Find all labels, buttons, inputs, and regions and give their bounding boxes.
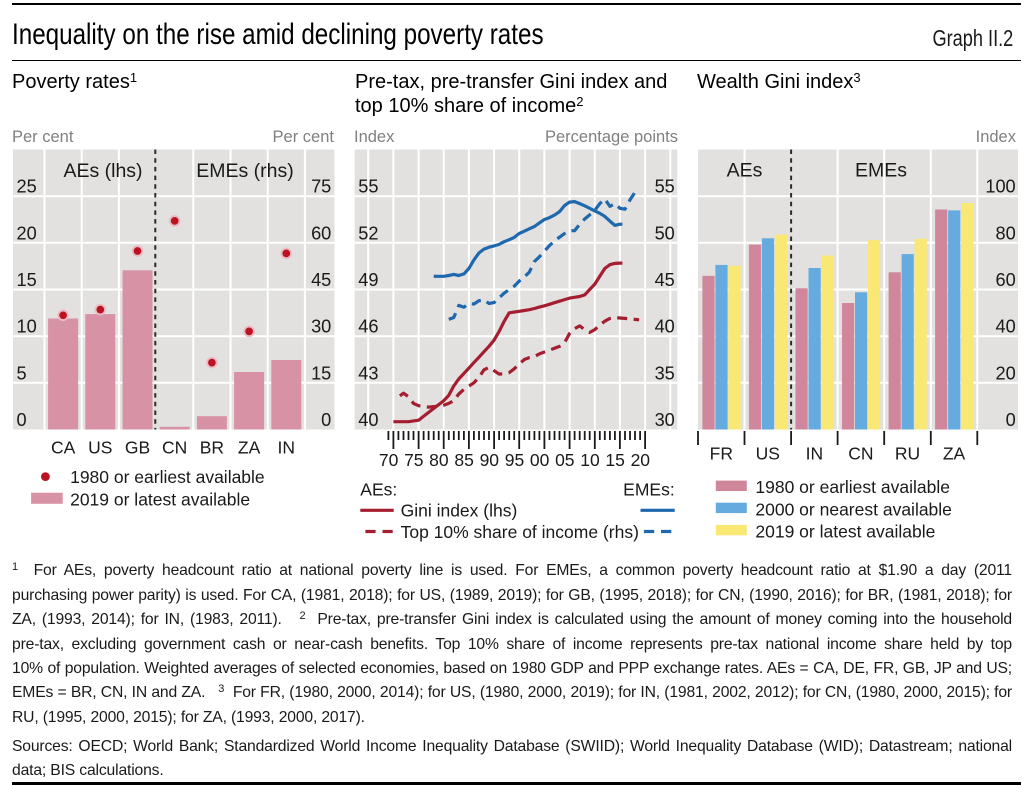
svg-text:IN: IN: [806, 444, 824, 464]
svg-text:GB: GB: [125, 438, 150, 458]
svg-text:US: US: [756, 444, 780, 464]
svg-text:75: 75: [404, 450, 423, 470]
svg-text:20: 20: [17, 223, 37, 243]
svg-text:40: 40: [995, 317, 1015, 337]
svg-text:40: 40: [655, 317, 675, 337]
svg-text:CN: CN: [162, 438, 187, 458]
svg-text:Gini index (lhs): Gini index (lhs): [401, 501, 518, 521]
svg-text:100: 100: [985, 177, 1015, 197]
svg-text:43: 43: [358, 363, 378, 383]
svg-text:0: 0: [1006, 410, 1016, 430]
svg-text:AEs:: AEs:: [360, 480, 397, 500]
svg-text:10: 10: [17, 317, 37, 337]
svg-text:15: 15: [605, 450, 624, 470]
svg-text:ZA: ZA: [238, 438, 261, 458]
svg-text:40: 40: [358, 410, 378, 430]
svg-text:2019 or latest available: 2019 or latest available: [755, 522, 935, 542]
svg-text:55: 55: [358, 177, 378, 197]
svg-text:60: 60: [311, 223, 331, 243]
svg-text:46: 46: [358, 317, 378, 337]
svg-text:2000 or nearest available: 2000 or nearest available: [755, 499, 952, 519]
svg-text:EMEs: EMEs: [855, 160, 907, 182]
svg-text:5: 5: [17, 363, 27, 383]
svg-text:49: 49: [358, 270, 378, 290]
svg-text:70: 70: [379, 450, 399, 470]
svg-text:20: 20: [631, 450, 651, 470]
svg-text:75: 75: [311, 177, 331, 197]
svg-text:52: 52: [358, 223, 378, 243]
svg-text:0: 0: [321, 410, 331, 430]
svg-text:45: 45: [311, 270, 331, 290]
svg-text:45: 45: [655, 270, 675, 290]
svg-text:85: 85: [454, 450, 473, 470]
svg-text:RU: RU: [895, 444, 920, 464]
svg-text:60: 60: [995, 270, 1015, 290]
svg-text:15: 15: [17, 270, 37, 290]
svg-text:30: 30: [311, 317, 331, 337]
svg-text:00: 00: [530, 450, 550, 470]
svg-text:AEs: AEs: [727, 160, 763, 182]
svg-text:EMEs (rhs): EMEs (rhs): [196, 160, 294, 182]
svg-text:15: 15: [311, 363, 331, 383]
svg-text:AEs (lhs): AEs (lhs): [63, 160, 142, 182]
svg-text:0: 0: [17, 410, 27, 430]
svg-text:20: 20: [995, 363, 1015, 383]
svg-text:80: 80: [995, 223, 1015, 243]
svg-text:CN: CN: [848, 444, 873, 464]
svg-text:80: 80: [429, 450, 449, 470]
svg-text:FR: FR: [710, 444, 733, 464]
svg-text:55: 55: [655, 177, 675, 197]
svg-text:1980 or earliest available: 1980 or earliest available: [70, 467, 265, 487]
svg-text:35: 35: [655, 363, 675, 383]
svg-text:90: 90: [480, 450, 500, 470]
svg-text:1980 or earliest available: 1980 or earliest available: [755, 477, 950, 497]
svg-text:2019 or latest available: 2019 or latest available: [70, 490, 250, 510]
svg-text:30: 30: [655, 410, 675, 430]
svg-text:CA: CA: [51, 438, 76, 458]
svg-text:EMEs:: EMEs:: [623, 480, 675, 500]
svg-text:25: 25: [17, 177, 37, 197]
svg-text:US: US: [88, 438, 112, 458]
svg-text:50: 50: [655, 223, 675, 243]
svg-text:95: 95: [505, 450, 524, 470]
svg-text:Top 10% share of income (rhs): Top 10% share of income (rhs): [401, 522, 639, 542]
svg-text:ZA: ZA: [943, 444, 966, 464]
svg-text:05: 05: [555, 450, 574, 470]
svg-text:BR: BR: [200, 438, 224, 458]
svg-text:10: 10: [580, 450, 600, 470]
svg-text:IN: IN: [278, 438, 296, 458]
